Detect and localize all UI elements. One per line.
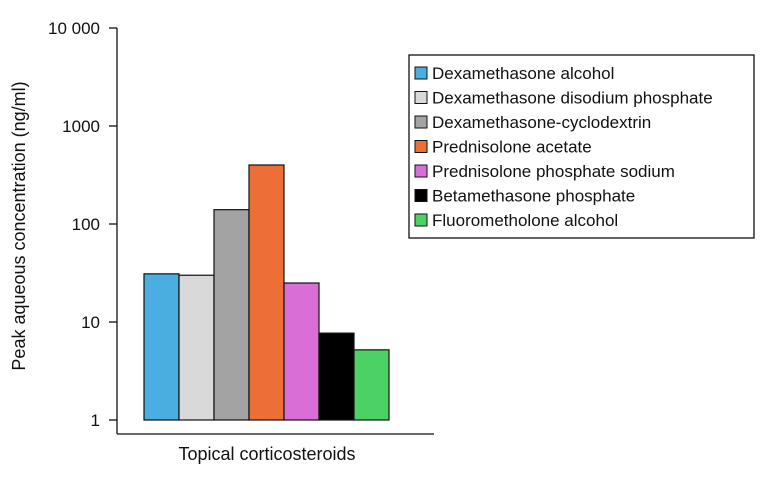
bar-5 [283,282,320,421]
legend-label: Prednisolone phosphate sodium [432,162,675,181]
legend-swatch [414,140,428,153]
legend-swatch [414,164,428,178]
y-tick-label: 1 [91,411,100,430]
legend-swatch [414,213,428,227]
bar-7 [353,349,390,421]
y-tick-label: 10 000 [48,19,100,38]
axes [116,28,434,435]
bars [143,164,390,421]
y-tick-label: 10 [81,313,100,332]
legend-label: Dexamethasone alcohol [432,64,614,83]
bar-1 [143,273,180,421]
legend-swatch [414,91,428,104]
legend-swatch [414,189,428,202]
bar-2 [178,274,215,421]
legend-swatch [414,66,428,80]
legend-label: Dexamethasone disodium phosphate [432,89,713,108]
legend-label: Dexamethasone-cyclodextrin [432,113,651,132]
y-tick-label: 100 [72,215,100,234]
legend: Dexamethasone alcohol Dexamethasone disod… [408,54,755,239]
legend-label: Fluorometholone alcohol [432,211,618,230]
y-axis-label: Peak aqueous concentration (ng/ml) [9,81,29,370]
bar-3 [213,209,250,421]
y-ticks: 1 10 100 1000 10 000 [48,19,117,430]
y-tick-label: 1000 [62,117,100,136]
bar-4 [248,164,285,421]
legend-swatch [414,115,428,129]
x-axis-label: Topical corticosteroids [178,444,355,464]
bar-6 [318,332,355,421]
legend-label: Prednisolone acetate [432,138,592,157]
legend-box [408,54,755,239]
legend-label: Betamethasone phosphate [432,187,635,206]
